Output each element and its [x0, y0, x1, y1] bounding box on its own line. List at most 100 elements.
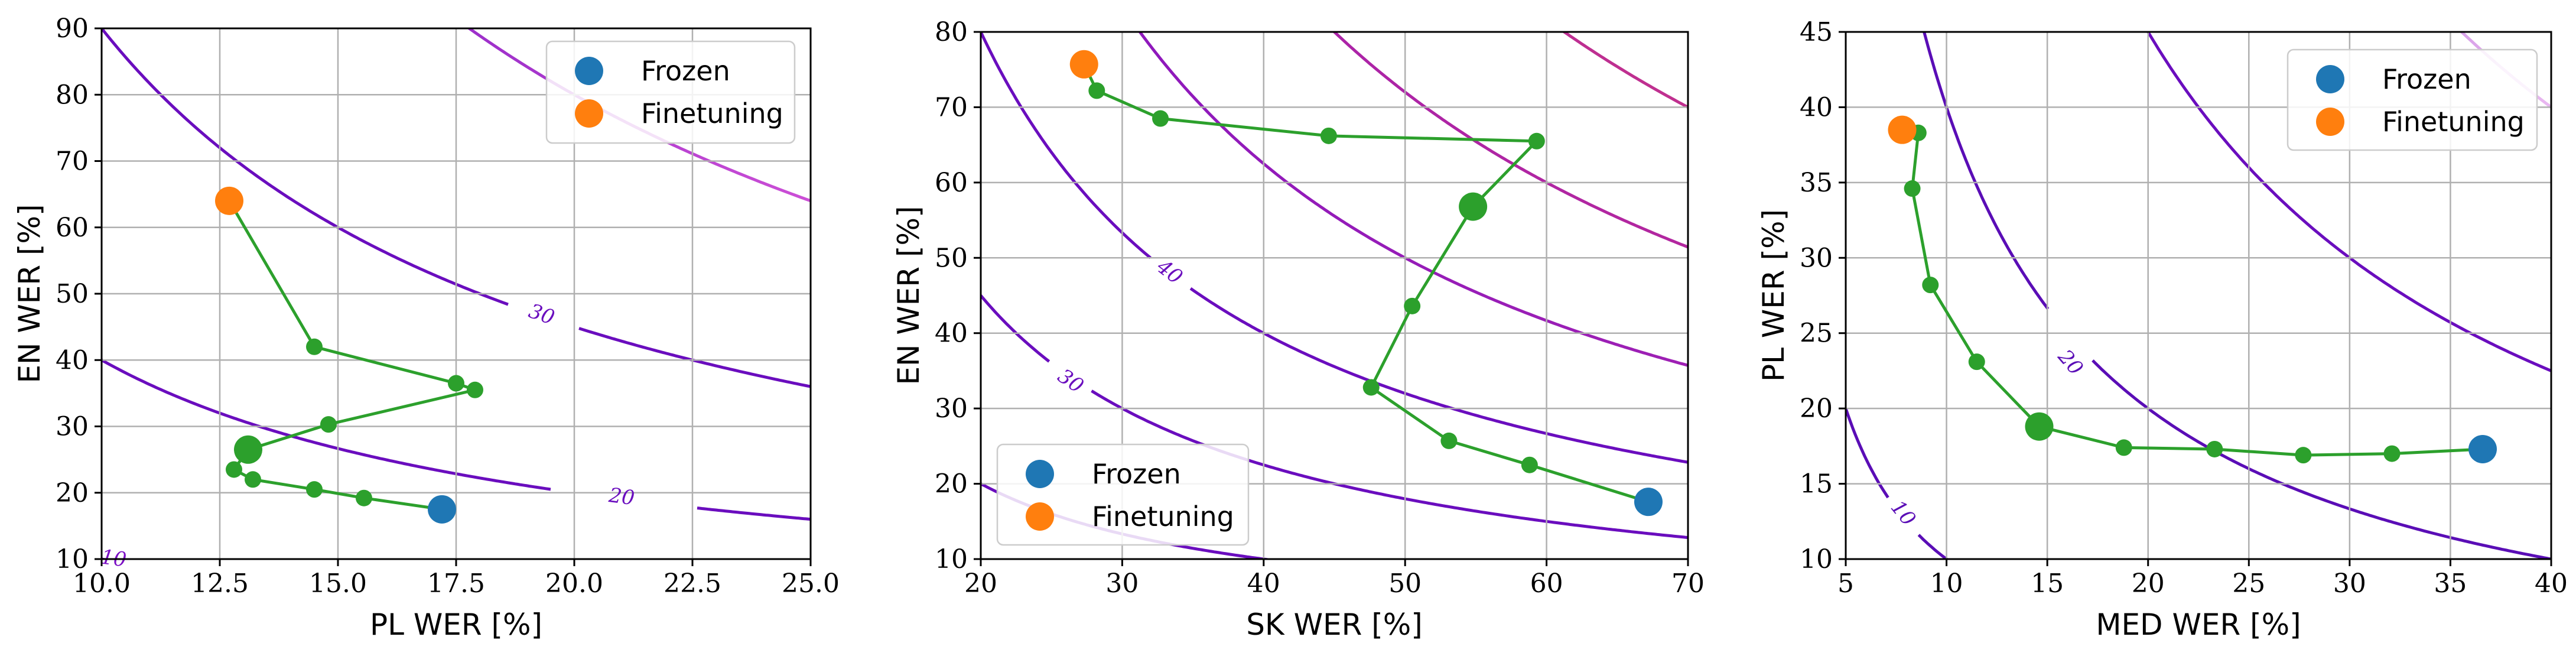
x-tick-label: 5	[1837, 569, 1854, 599]
trajectory-point	[1404, 297, 1421, 314]
legend-box	[2286, 48, 2538, 151]
trajectory-point	[1968, 353, 1985, 371]
trajectory-point	[1088, 82, 1105, 99]
contour-line-30	[1091, 389, 1688, 540]
y-tick-label: 15	[1800, 469, 1833, 499]
contour-line-20	[2092, 359, 2551, 559]
x-tick-label: 35	[2434, 569, 2467, 599]
trajectory-point	[1362, 379, 1380, 396]
frozen-point	[1634, 488, 1663, 517]
trajectory-point	[1440, 432, 1458, 449]
y-tick-label: 30	[56, 412, 89, 442]
trajectory-point	[356, 489, 372, 506]
y-tick-label: 60	[56, 213, 89, 243]
legend-label-finetuning: Finetuning	[641, 98, 783, 129]
x-tick-label: 25	[2232, 569, 2265, 599]
trajectory-point	[1528, 132, 1545, 150]
y-axis-label: PL WER [%]	[1757, 209, 1791, 382]
x-tick-label: 40	[1247, 569, 1280, 599]
contour-line-40	[1189, 287, 1688, 464]
contour-labels: 30 40	[1053, 255, 1187, 398]
legend-marker-frozen	[1026, 460, 1054, 488]
axes-frame	[980, 31, 1689, 560]
x-tick-label: 10	[1930, 569, 1963, 599]
y-tick-label: 40	[1800, 92, 1833, 122]
x-tick-label: 50	[1388, 569, 1422, 599]
x-tick-label: 20	[964, 569, 997, 599]
chart-pl-vs-en: 10 20 30 10.0 12.5 15.0 17.5 20.0 22.5 25.0 10 20 3…	[12, 14, 840, 642]
contour-line-50	[1138, 32, 1688, 367]
x-axis-label: MED WER [%]	[2096, 608, 2301, 642]
legend-label-finetuning: Finetuning	[2382, 106, 2525, 138]
trajectory-point	[320, 416, 337, 433]
legend-marker-finetuning	[2316, 108, 2344, 136]
x-axis-label: PL WER [%]	[370, 608, 542, 642]
y-tick-label: 10	[1800, 544, 1833, 574]
trajectory-point-large	[1459, 192, 1488, 221]
y-tick-label: 50	[935, 243, 968, 273]
legend-marker-frozen	[575, 57, 603, 85]
x-tick-label: 30	[1105, 569, 1139, 599]
y-tick-label: 70	[56, 147, 89, 177]
trajectory-point	[226, 461, 242, 478]
x-tick-label: 15.0	[309, 569, 367, 599]
legend-box	[545, 40, 796, 144]
x-tick-label: 22.5	[663, 569, 721, 599]
y-tick-label: 30	[935, 394, 968, 424]
contour-label-20: 20	[607, 483, 636, 510]
legend-marker-finetuning	[1026, 502, 1054, 531]
trajectory-point	[1904, 180, 1921, 197]
y-tick-label: 20	[56, 478, 89, 508]
y-tick-label: 60	[935, 168, 968, 198]
x-tick-label: 10.0	[73, 569, 131, 599]
trajectory-point	[1152, 110, 1169, 127]
contour-line-10	[1846, 408, 1889, 499]
contour-label-30: 30	[1053, 364, 1088, 398]
y-tick-label: 20	[1800, 394, 1833, 424]
data-marks	[215, 186, 483, 524]
y-tick-label: 40	[935, 319, 968, 349]
finetuning-point	[1069, 50, 1098, 79]
x-tick-label: 20	[2132, 569, 2165, 599]
y-tick-label: 35	[1800, 168, 1833, 198]
legend: Frozen Finetuning	[2286, 48, 2538, 151]
frozen-point	[2468, 434, 2497, 463]
legend: Frozen Finetuning	[545, 40, 796, 144]
contour-line-20	[697, 506, 811, 521]
legend-label-frozen: Frozen	[1092, 458, 1181, 490]
contour-label-40: 40	[1152, 255, 1186, 290]
x-tick-label: 40	[2535, 569, 2568, 599]
contour-line-30	[578, 327, 811, 388]
contour-label-30: 30	[526, 299, 558, 330]
y-tick-label: 45	[1800, 17, 1833, 47]
trajectory-point	[2206, 440, 2223, 457]
trajectory-point	[1922, 277, 1939, 294]
frozen-point	[428, 495, 456, 524]
trajectory-point	[306, 481, 323, 498]
y-tick-label: 10	[935, 544, 968, 574]
trajectory-point	[2383, 445, 2401, 462]
trajectory-point	[1320, 127, 1337, 144]
contour-line-30	[102, 28, 509, 306]
legend-label-finetuning: Finetuning	[1092, 501, 1234, 532]
x-tick-label: 15	[2031, 569, 2064, 599]
axes-frame	[1845, 31, 2552, 560]
y-tick-label: 50	[56, 279, 89, 309]
x-tick-label: 60	[1530, 569, 1563, 599]
x-tick-label: 30	[2333, 569, 2366, 599]
contour-line-60	[1332, 32, 1688, 249]
finetuning-point	[215, 186, 243, 215]
y-tick-label: 10	[56, 544, 89, 574]
trajectory-line	[227, 200, 480, 511]
trajectory-line	[1902, 128, 2483, 457]
trajectory-point	[2115, 439, 2132, 456]
legend: Frozen Finetuning	[996, 443, 1250, 546]
x-tick-label: 20.0	[545, 569, 603, 599]
y-tick-label: 20	[935, 469, 968, 499]
y-tick-label: 90	[56, 14, 89, 44]
legend-label-frozen: Frozen	[2382, 63, 2471, 95]
